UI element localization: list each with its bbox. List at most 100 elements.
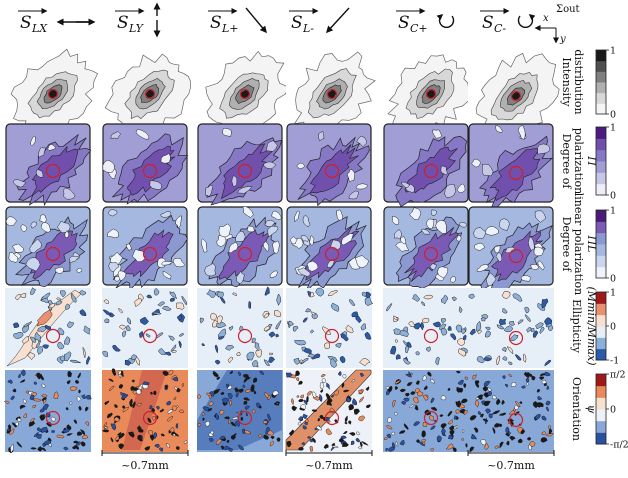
y-axis-label: y [559, 34, 566, 45]
cell-dolp-lminus [286, 206, 372, 293]
colorbar-swatch [596, 71, 606, 83]
measurement-point-circle-icon [142, 163, 158, 179]
scale-bar: ~0.7mm [467, 450, 555, 472]
measurement-point-circle-icon [239, 88, 251, 100]
cell-dolp-lplus [197, 206, 283, 288]
cell-dolp-ly [102, 206, 188, 292]
column-header-symbol: S [117, 13, 129, 33]
colorbar-swatch [596, 149, 606, 162]
colorbar-swatch [596, 127, 606, 139]
measurement-point-circle-icon [47, 88, 59, 100]
row-label: distribution [572, 49, 585, 114]
colorbar-swatch [596, 82, 606, 94]
row-label: Orientation [570, 377, 583, 441]
cell-orientation-cplus [383, 370, 469, 452]
cell-dop-ly [102, 123, 189, 205]
clockwise-circular-arrow-icon [436, 14, 455, 29]
colorbar-swatch [596, 314, 606, 327]
legend-dop: Degree of polarization Π 1 0 [560, 123, 616, 202]
column-header-symbol: S [291, 13, 303, 33]
cell-ellipticity-lx [5, 287, 91, 368]
measurement-point-circle-icon [45, 163, 61, 179]
row-symbol: ΠL [585, 235, 598, 253]
cell-dop-cplus [383, 123, 469, 208]
colorbar-tick-label: 0 [610, 274, 616, 285]
row-label: linear polarization [572, 193, 585, 295]
row-label: Ellipticity [570, 299, 583, 354]
column-header-subscript: C+ [410, 22, 428, 35]
measurement-point-circle-icon [425, 88, 437, 100]
colorbar-swatch [596, 420, 606, 433]
cell-intensity-lx [5, 46, 99, 137]
diagonal-down-right-arrow-icon [245, 7, 267, 34]
colorbar-tick-label: π/2 [610, 370, 626, 381]
colorbar-swatch [596, 232, 606, 245]
colorbar-swatch [596, 210, 606, 222]
measurement-point-circle-icon [324, 246, 340, 262]
cell-ellipticity-lminus [286, 287, 374, 368]
column-header-subscript: L+ [221, 22, 239, 35]
legend-orientation: Orientation ψ π/2 0 -π/2 [570, 370, 628, 451]
colorbar-tick-label: 1 [610, 46, 616, 57]
cell-orientation-ly [101, 368, 188, 452]
cell-dop-cminus [468, 123, 554, 211]
column-headers: S LX S LY S L+ S L- S C+ S C- [18, 2, 536, 38]
scale-bar-label: ~0.7mm [305, 459, 353, 472]
measurement-point-circle-icon [45, 246, 61, 262]
scale-bar: ~0.7mm [285, 450, 373, 472]
colorbar-swatch [596, 326, 606, 338]
row-label: Intensity [560, 57, 573, 107]
measurement-point-circle-icon [510, 90, 522, 102]
row-label: Degree of [560, 217, 573, 273]
colorbar-tick-label: 0 [610, 110, 616, 121]
measurement-point-circle-icon [423, 246, 439, 262]
measurement-point-circle-icon [508, 330, 524, 346]
measurement-point-circle-icon [142, 410, 158, 426]
cell-ellipticity-lplus [197, 286, 283, 368]
row-symbol: ψ [585, 405, 598, 414]
colorbar-tick-label: -1 [610, 356, 619, 367]
column-header-symbol: S [482, 13, 494, 33]
colorbar-swatch [596, 303, 606, 316]
legend-ellipticity: Ellipticity (Mmin/Mmax) 1 0 -1 [570, 286, 619, 366]
scale-bars: ~0.7mm ~0.7mm ~0.7mm [101, 450, 555, 472]
cell-orientation-lminus [285, 369, 372, 452]
colorbar-swatch [596, 292, 606, 304]
x-axis-label: x [543, 13, 549, 24]
measurement-point-circle-icon [508, 165, 524, 181]
column-header-symbol: S [210, 13, 222, 33]
colorbar-swatch [596, 348, 606, 361]
colorbar-tick-label: 1 [610, 288, 616, 299]
column-header-subscript: LX [31, 22, 48, 35]
column-header-subscript: LY [128, 22, 145, 35]
row-label: Degree of [560, 134, 573, 190]
measurement-point-circle-icon [45, 328, 61, 344]
cell-intensity-ly [102, 46, 191, 135]
measurement-point-circle-icon [324, 163, 340, 179]
colorbar-swatch [596, 266, 606, 279]
colorbar-swatch [596, 221, 606, 234]
colorbar-swatch [596, 103, 606, 115]
column-header-cminus: S C- [480, 8, 536, 35]
cell-intensity-cplus [383, 46, 470, 135]
colorbar-swatch [596, 397, 606, 410]
cell-intensity-cminus [468, 46, 560, 141]
legend-intensity: Intensity distribution 1 0 [560, 46, 616, 121]
measurement-point-circle-icon [237, 410, 253, 426]
measurement-point-circle-icon [237, 328, 253, 344]
measurement-point-circle-icon [142, 328, 158, 344]
cell-dop-lplus [197, 123, 283, 206]
measurement-point-circle-icon [324, 328, 340, 344]
row-label: polarization [572, 128, 585, 195]
row-symbol: (Mmin/Mmax) [585, 286, 598, 365]
cell-intensity-lminus [286, 46, 376, 138]
measurement-point-circle-icon [237, 246, 253, 262]
colorbar-swatch [596, 255, 606, 268]
colorbar-swatch [596, 183, 606, 196]
colorbar-tick-label: 1 [610, 206, 616, 217]
colorbar-swatch [596, 337, 606, 350]
colorbar-swatch [596, 50, 606, 62]
image-grid [3, 46, 560, 454]
measurement-point-circle-icon [237, 163, 253, 179]
